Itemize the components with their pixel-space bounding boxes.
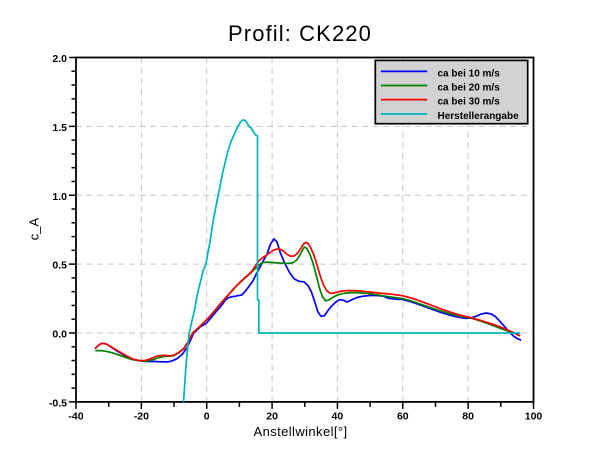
svg-text:Herstellerangabe: Herstellerangabe — [438, 111, 520, 122]
svg-text:ca bei 10 m/s: ca bei 10 m/s — [438, 68, 501, 79]
svg-text:ca bei 20 m/s: ca bei 20 m/s — [438, 83, 501, 94]
svg-text:1.0: 1.0 — [52, 191, 67, 203]
svg-text:40: 40 — [332, 410, 344, 422]
svg-text:1.5: 1.5 — [52, 122, 67, 134]
svg-text:80: 80 — [462, 410, 474, 422]
svg-text:0.5: 0.5 — [52, 260, 67, 272]
svg-text:100: 100 — [525, 410, 543, 422]
svg-text:-40: -40 — [68, 410, 83, 422]
svg-text:20: 20 — [266, 410, 278, 422]
svg-text:ca bei 30 m/s: ca bei 30 m/s — [438, 97, 501, 108]
svg-text:Anstellwinkel[°]: Anstellwinkel[°] — [254, 424, 348, 439]
svg-text:c_A: c_A — [27, 217, 42, 240]
svg-text:0.0: 0.0 — [52, 329, 67, 341]
svg-text:-0.5: -0.5 — [49, 398, 67, 410]
svg-text:2.0: 2.0 — [52, 53, 67, 65]
svg-text:60: 60 — [397, 410, 409, 422]
svg-text:-20: -20 — [134, 410, 149, 422]
svg-text:Profil: CK220: Profil: CK220 — [228, 21, 372, 46]
svg-text:0: 0 — [204, 410, 210, 422]
